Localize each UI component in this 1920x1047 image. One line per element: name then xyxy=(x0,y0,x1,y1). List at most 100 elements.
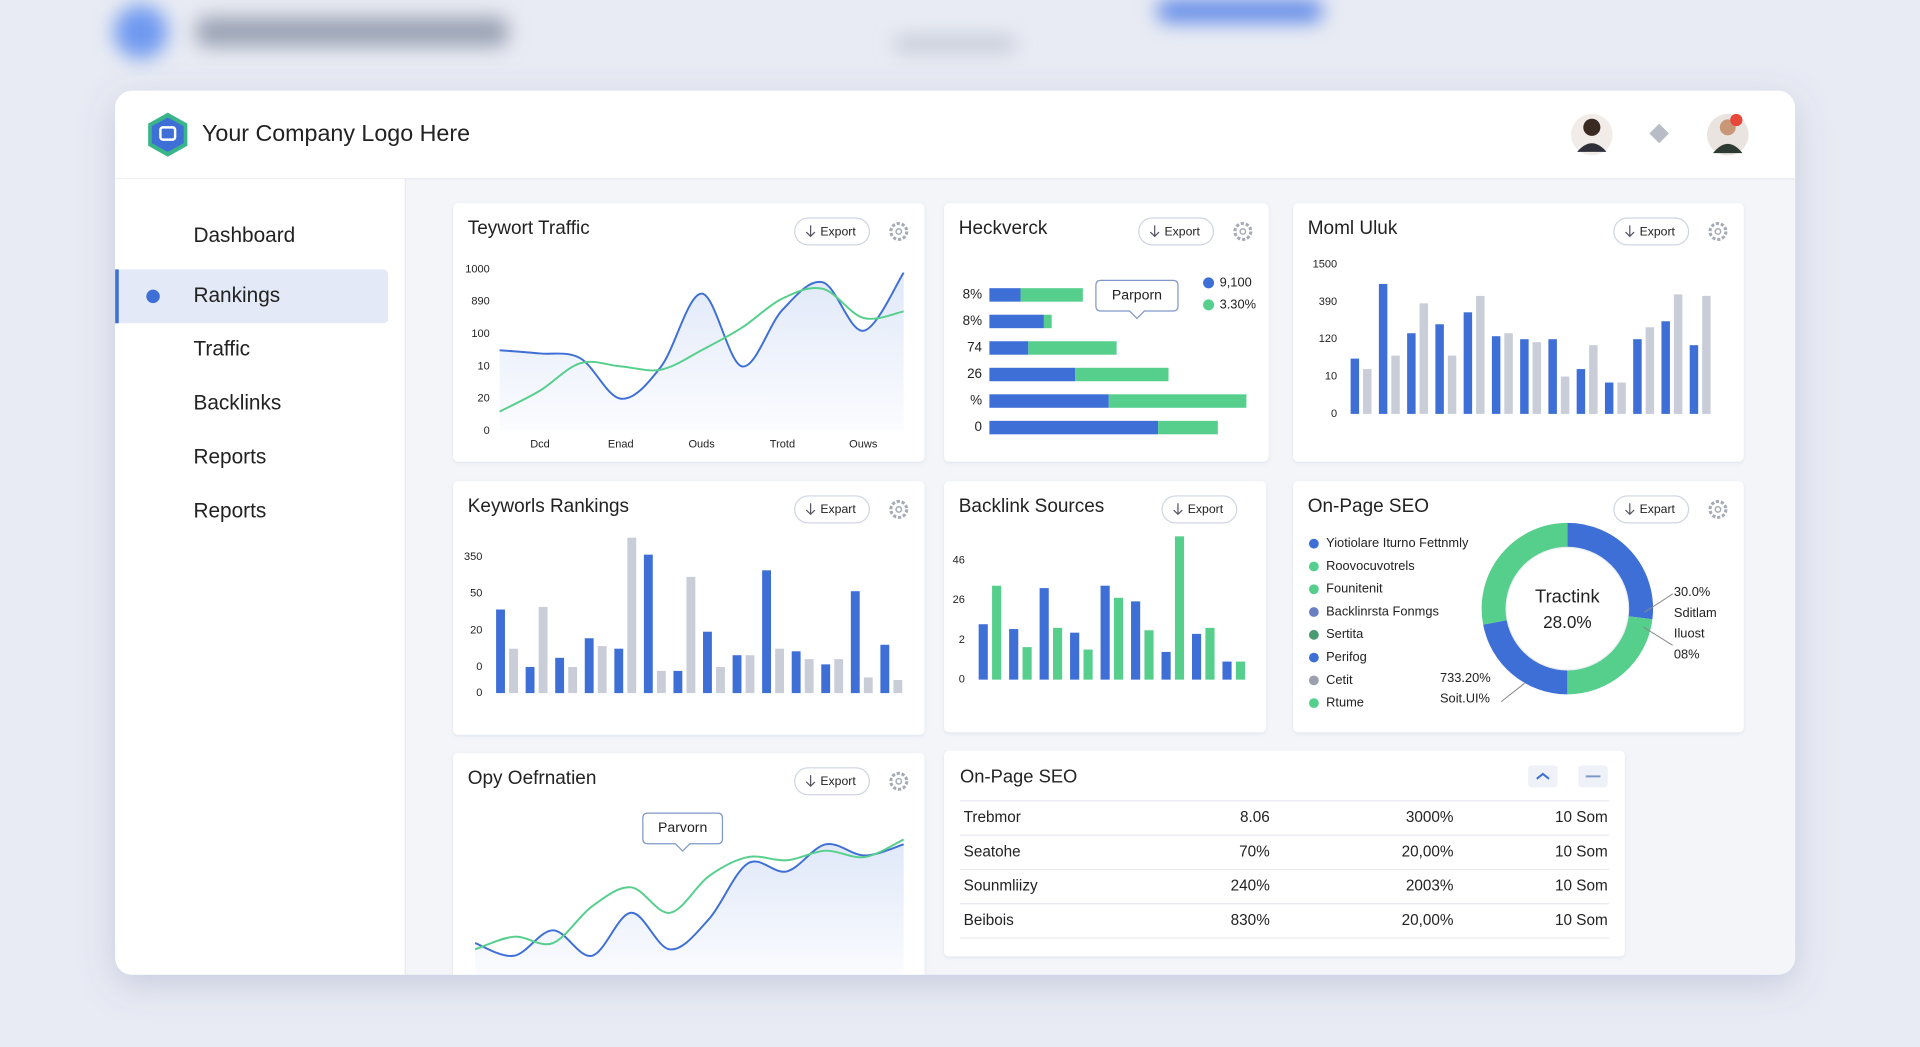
nav-item[interactable]: Rankings xyxy=(115,269,389,324)
y-tick-label: 0 xyxy=(959,674,965,686)
x-tick-label: Ouws xyxy=(849,438,878,450)
legend-label: Sertita xyxy=(1326,626,1364,641)
legend-label: 3.30% xyxy=(1220,296,1256,311)
bar-segment xyxy=(989,341,1029,355)
table-cell: 3000% xyxy=(1406,809,1454,826)
export-button[interactable]: Export xyxy=(794,217,870,246)
nav-item[interactable]: Dashboard xyxy=(193,224,295,247)
y-tick-label: 1500 xyxy=(1313,258,1338,270)
gear-outer xyxy=(1708,221,1728,241)
export-icon xyxy=(1173,503,1183,516)
nav-item[interactable]: Reports xyxy=(193,445,266,468)
nav-item[interactable]: Backlinks xyxy=(193,392,281,415)
bar xyxy=(1645,327,1655,414)
y-tick-label: % xyxy=(970,393,982,408)
nav-label: Reports xyxy=(193,499,266,522)
y-tick-label: 0 xyxy=(484,425,490,437)
export-icon xyxy=(1149,225,1160,238)
bar-segment xyxy=(1020,288,1083,302)
settings-gear[interactable] xyxy=(1708,221,1728,241)
x-tick-label: Enad xyxy=(608,438,634,450)
table-title: On-Page SEO xyxy=(960,765,1077,786)
nav-label: Rankings xyxy=(193,284,280,307)
bar xyxy=(1235,661,1246,680)
nav-item[interactable]: Reports xyxy=(193,499,266,522)
export-icon xyxy=(805,503,816,516)
y-tick-label: 26 xyxy=(953,594,965,606)
x-tick-label: Trotd xyxy=(770,438,795,450)
bar xyxy=(1053,627,1063,680)
export-icon xyxy=(1625,503,1635,516)
bar xyxy=(992,585,1002,680)
bar xyxy=(1673,294,1683,414)
export-button[interactable]: Export xyxy=(1138,217,1215,246)
bar xyxy=(525,666,535,694)
bar xyxy=(1083,649,1093,680)
export-icon xyxy=(1625,225,1635,238)
card-title: Backlink Sources xyxy=(959,496,1104,517)
gear-outer xyxy=(1233,221,1253,241)
table-cell: Beibois xyxy=(964,912,1015,929)
nav-label: Dashboard xyxy=(193,224,295,247)
bar xyxy=(745,655,755,694)
table-tool-icon xyxy=(1536,772,1550,780)
bar xyxy=(568,666,578,694)
bar-segment xyxy=(1075,367,1169,382)
export-button[interactable]: Export xyxy=(1161,495,1238,524)
card: On-Page SEO Expart Tractink 28.0% Yiotiolare… xyxy=(1293,481,1744,733)
nav-label: Backlinks xyxy=(193,392,281,415)
legend-label: Rtume xyxy=(1326,695,1364,710)
settings-gear[interactable] xyxy=(889,499,909,519)
legend-label: Founitenit xyxy=(1326,581,1383,596)
bar xyxy=(643,554,653,694)
donut-segment xyxy=(1566,522,1654,620)
nav-highlight xyxy=(115,269,389,324)
bar xyxy=(1161,651,1171,680)
card-title: On-Page SEO xyxy=(1308,496,1429,517)
bar-segment xyxy=(989,420,1159,435)
nav-item[interactable]: Traffic xyxy=(193,338,250,361)
bar xyxy=(496,609,505,694)
donut-hole-ring xyxy=(1505,546,1630,671)
bar xyxy=(1131,601,1141,680)
export-button[interactable]: Export xyxy=(794,767,870,796)
user-avatar[interactable] xyxy=(1571,113,1613,156)
x-tick-label: Dcd xyxy=(530,438,550,450)
profile-avatar[interactable] xyxy=(1706,113,1749,156)
bar xyxy=(1113,597,1124,680)
bar xyxy=(1363,369,1372,414)
y-tick-label: 120 xyxy=(1319,333,1337,345)
settings-gear[interactable] xyxy=(1233,221,1253,241)
bar xyxy=(555,657,565,694)
bar xyxy=(716,666,725,694)
export-button[interactable]: Export xyxy=(1613,217,1690,246)
export-label: Expart xyxy=(1640,502,1676,516)
bar xyxy=(597,646,607,694)
bar xyxy=(1576,369,1586,414)
table-tool[interactable] xyxy=(1528,765,1558,788)
gear-outer xyxy=(889,499,909,519)
bar xyxy=(1022,647,1032,680)
y-tick-label: 0 xyxy=(1331,408,1337,420)
table-cell: 10 Som xyxy=(1555,878,1608,895)
card-title: Moml Uluk xyxy=(1308,218,1398,239)
bar xyxy=(627,537,637,694)
bar xyxy=(1391,355,1400,414)
donut-annotation: 733.20% xyxy=(1440,670,1491,685)
settings-gear[interactable] xyxy=(889,221,909,241)
bar xyxy=(584,638,594,694)
settings-gear[interactable] xyxy=(1708,499,1728,519)
settings-gear[interactable] xyxy=(889,771,909,791)
export-icon xyxy=(805,225,816,238)
card-title: Opy Oefrnatien xyxy=(468,768,597,789)
line-series xyxy=(474,843,904,957)
y-tick-label: 390 xyxy=(1319,296,1337,308)
settings-icon[interactable] xyxy=(1649,123,1669,144)
legend-swatch xyxy=(1308,629,1319,640)
export-button[interactable]: Expart xyxy=(794,495,870,524)
export-button[interactable]: Expart xyxy=(1613,495,1690,524)
export-button-bg xyxy=(794,767,870,796)
bar xyxy=(673,670,683,694)
bar xyxy=(850,591,860,694)
